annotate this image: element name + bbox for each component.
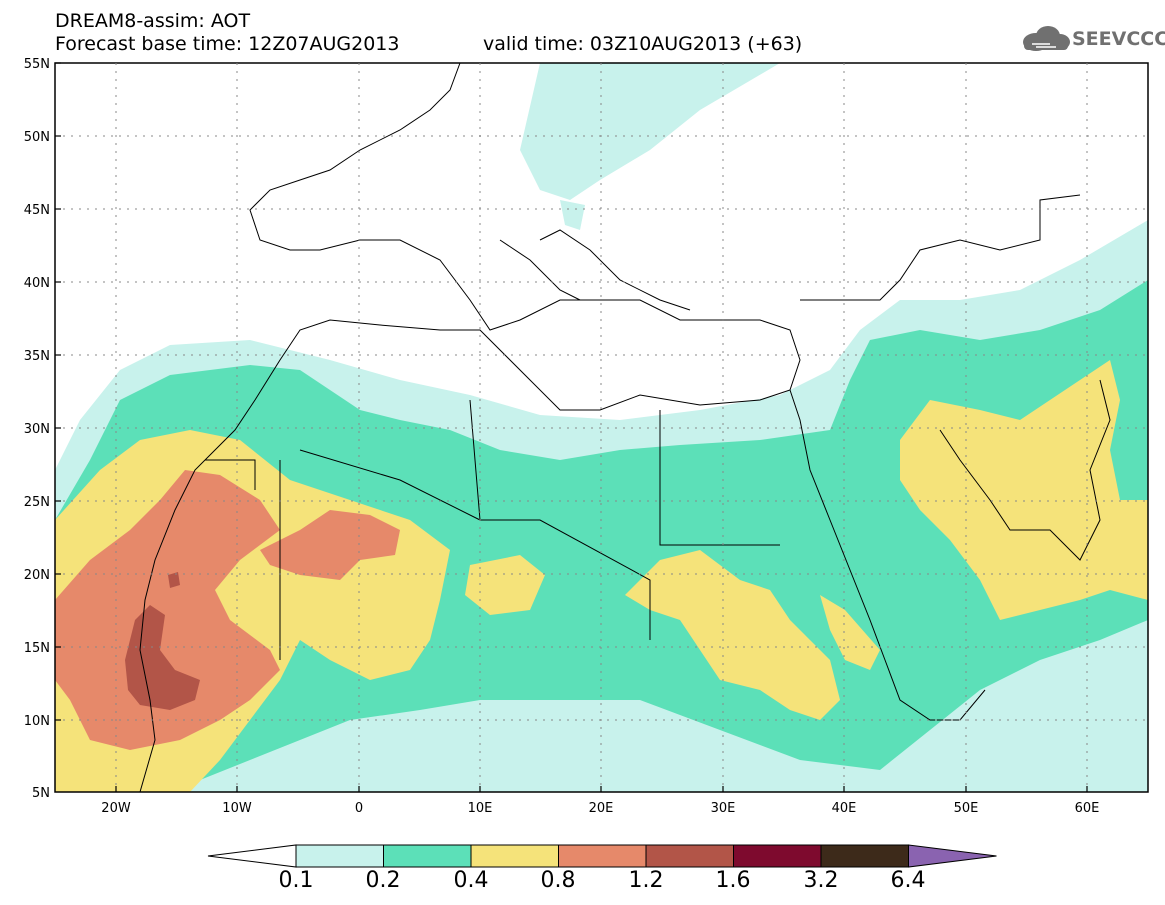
lat-label: 5N (32, 786, 50, 801)
lat-label: 35N (24, 349, 50, 364)
lon-label: 10E (468, 801, 493, 816)
lon-label: 40E (832, 801, 857, 816)
logo-text: SEEVCCC (1072, 28, 1165, 50)
legend-label: 3.2 (803, 868, 839, 893)
forecast-base-time: Forecast base time: 12Z07AUG2013 (55, 33, 400, 55)
lat-label: 15N (24, 641, 50, 656)
valid-time: valid time: 03Z10AUG2013 (+63) (483, 33, 803, 55)
lon-label: 20W (101, 801, 131, 816)
legend-label: 1.2 (628, 868, 664, 893)
lon-label: 20E (589, 801, 614, 816)
legend-label: 0.4 (453, 868, 489, 893)
lon-label: 60E (1075, 801, 1100, 816)
lon-label: 30E (711, 801, 736, 816)
lat-label: 45N (24, 203, 50, 218)
lon-label: 0 (355, 801, 363, 816)
lat-label: 50N (24, 130, 50, 145)
lat-label: 25N (24, 495, 50, 510)
coastlines (139, 63, 1111, 792)
legend-label: 6.4 (890, 868, 926, 893)
lat-label: 20N (24, 568, 50, 583)
aot-band-0.8-1.2 (55, 470, 400, 750)
aot-band-1.2-1.6 (125, 572, 200, 710)
lat-label: 55N (24, 57, 50, 72)
lat-label: 40N (24, 276, 50, 291)
legend-label: 0.1 (278, 868, 314, 893)
legend-label: 0.8 (540, 868, 576, 893)
lat-label: 10N (24, 714, 50, 729)
lon-label: 10W (222, 801, 252, 816)
lon-label: 50E (954, 801, 979, 816)
legend-label: 1.6 (715, 868, 751, 893)
grid-lines (55, 63, 1148, 792)
cloud-icon (1023, 26, 1070, 51)
legend-label: 0.2 (365, 868, 401, 893)
map-title: DREAM8-assim: AOT (55, 10, 251, 32)
lat-label: 30N (24, 422, 50, 437)
